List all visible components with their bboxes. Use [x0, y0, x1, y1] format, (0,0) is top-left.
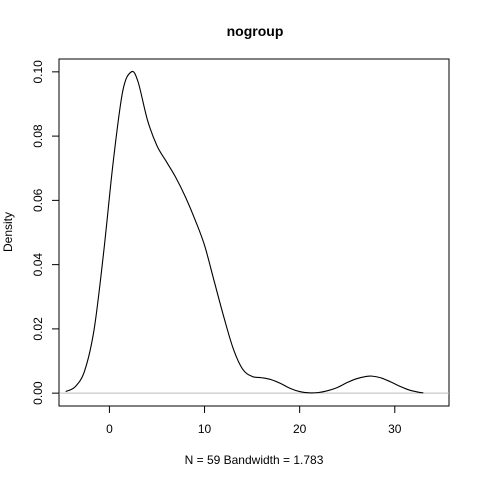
y-tick-label: 0.02	[31, 317, 45, 341]
y-tick-label: 0.04	[31, 253, 45, 277]
x-tick-label: 10	[198, 422, 212, 436]
y-tick-label: 0.00	[31, 381, 45, 405]
plot-frame	[58, 58, 450, 407]
density-curve	[65, 70, 424, 394]
x-tick-label: 30	[388, 422, 402, 436]
y-axis-label: Density	[1, 212, 15, 252]
series-layer	[65, 70, 424, 394]
y-tick-label: 0.06	[31, 188, 45, 212]
y-tick-label: 0.10	[31, 60, 45, 84]
y-axis: 0.00 0.02 0.04 0.06 0.08 0.10	[31, 60, 60, 405]
y-tick-label: 0.08	[31, 124, 45, 148]
x-axis-label: N = 59 Bandwidth = 1.783	[185, 453, 324, 467]
chart-title: nogroup	[227, 23, 284, 39]
x-tick-label: 0	[106, 422, 113, 436]
x-tick-label: 20	[293, 422, 307, 436]
x-axis: 0 10 20 30	[106, 405, 402, 436]
